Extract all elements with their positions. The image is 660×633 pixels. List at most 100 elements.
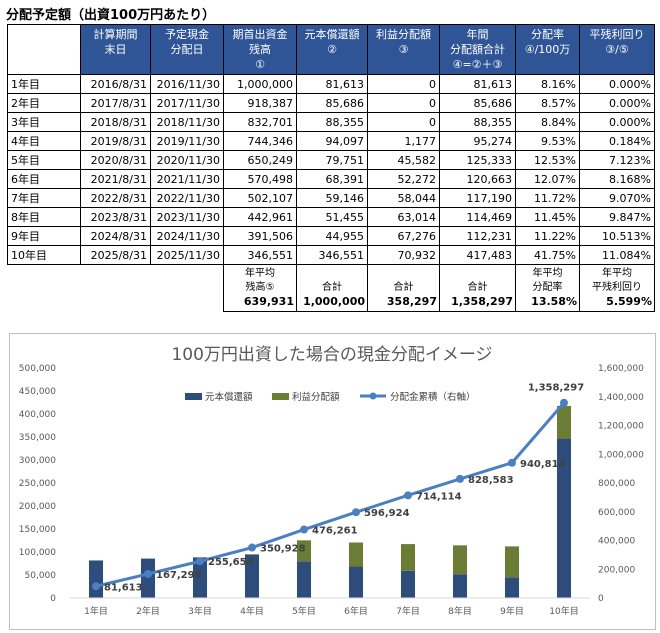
column-header-line: 分配額合計 <box>450 43 505 56</box>
table-cell: 10.513% <box>579 226 655 246</box>
table-cell: 41.75% <box>515 245 580 265</box>
column-header: 平残利回り ③/⑤ <box>579 24 655 75</box>
summary-cell: 年平均 分配率 13.58% <box>515 264 580 312</box>
table-cell: 0.184% <box>579 131 655 151</box>
y-right-tick-label: 1,400,000 <box>598 393 644 403</box>
bar-principal <box>504 577 520 598</box>
bar-profit <box>556 405 572 439</box>
table-cell: 346,551 <box>223 245 297 265</box>
table-cell: 9.070% <box>579 188 655 208</box>
table-cell: 744,346 <box>223 131 297 151</box>
cumulative-point <box>248 543 256 552</box>
table-cell: 2021/11/30 <box>150 169 224 189</box>
table-cell: 2019/11/30 <box>150 131 224 151</box>
column-header: 期首出資金 残高 ① <box>223 24 297 75</box>
column-header-line: ② <box>327 43 337 56</box>
x-tick-label: 8年目 <box>448 605 472 617</box>
table-cell: 12.53% <box>515 150 580 170</box>
table-cell: 346,551 <box>296 245 368 265</box>
table-cell: 8年目 <box>7 207 81 227</box>
summary-value: 13.58% <box>531 295 577 308</box>
table-cell: 114,469 <box>439 207 516 227</box>
summary-value: 1,358,297 <box>451 295 513 308</box>
table-cell: 2022/11/30 <box>150 188 224 208</box>
column-header: 元本償還額 ② <box>296 24 368 75</box>
bar-principal <box>400 570 416 598</box>
table-row: 9年目 2024/8/31 2024/11/30 391,506 44,955 67,27… <box>7 226 655 246</box>
y-left-tick-label: 500,000 <box>19 364 56 374</box>
summary-caption: 合計 <box>467 282 488 293</box>
column-header <box>7 24 81 75</box>
cumulative-data-label: 350,928 <box>260 544 306 555</box>
table-cell: 1,177 <box>367 131 440 151</box>
x-tick-label: 10年目 <box>549 605 578 617</box>
table-cell: 391,506 <box>223 226 297 246</box>
column-header: 分配率 ④/100万 <box>515 24 580 75</box>
y-right-tick-label: 1,200,000 <box>598 422 644 432</box>
chart-title: 100万円出資した場合の現金分配イメージ <box>171 345 492 365</box>
y-left-tick-label: 50,000 <box>25 571 57 581</box>
table-cell: 2025/8/31 <box>80 245 151 265</box>
column-header-line <box>369 57 438 72</box>
table-cell: 7年目 <box>7 188 81 208</box>
column-header-line: ④=②＋③ <box>452 58 503 71</box>
table-cell: 79,751 <box>296 150 368 170</box>
table-cell: 85,686 <box>439 93 516 113</box>
table-cell: 2017/11/30 <box>150 93 224 113</box>
cash-distribution-chart: 100万円出資した場合の現金分配イメージ 元本償還額 利益分配額 分配金累積（右軸） 0… <box>9 333 656 630</box>
table-cell: 2年目 <box>7 93 81 113</box>
table-cell: 70,932 <box>367 245 440 265</box>
cumulative-point <box>560 398 568 407</box>
summary-cell: 合計 1,358,297 <box>439 264 516 312</box>
x-tick-label: 4年目 <box>240 605 264 617</box>
bar-principal <box>244 554 260 598</box>
table-cell: 125,333 <box>439 150 516 170</box>
summary-value: 1,000,000 <box>303 295 365 308</box>
legend-label: 元本償還額 <box>205 391 253 403</box>
column-header-line <box>82 57 149 72</box>
summary-caption <box>299 267 365 281</box>
header-row: 計算期間 末日 予定現金 分配日 期首出資金 残高 ① 元本償還額 ② 利益分配額 ③ 年間 分配額合計… <box>7 24 655 75</box>
table-cell: 2020/11/30 <box>150 150 224 170</box>
cumulative-point <box>404 491 412 500</box>
page-title: 分配予定額（出資100万円あたり） <box>6 8 216 23</box>
table-cell: 2018/8/31 <box>80 112 151 132</box>
summary-row: 年平均 残高⑤ 639,931 合計 1,000,000 合計 358,297 合計 1,358… <box>8 264 655 312</box>
summary-caption: 平残利回り <box>592 282 642 293</box>
table-cell: 2022/8/31 <box>80 188 151 208</box>
column-header: 年間 分配額合計 ④=②＋③ <box>439 24 516 75</box>
table-cell: 52,272 <box>367 169 440 189</box>
column-header-line <box>517 57 578 72</box>
table-cell: 67,276 <box>367 226 440 246</box>
y-right-tick-label: 400,000 <box>598 537 635 547</box>
cumulative-data-label: 476,261 <box>312 526 358 537</box>
column-header-line: 残高 <box>249 43 271 56</box>
column-header-line <box>152 57 222 72</box>
summary-caption: 年平均 <box>245 268 275 279</box>
y-left-tick-label: 250,000 <box>19 479 56 489</box>
summary-caption: 合計 <box>393 282 414 293</box>
cumulative-point <box>352 508 360 517</box>
table-cell: 2016/8/31 <box>80 74 151 94</box>
y-left-tick-label: 150,000 <box>19 525 56 535</box>
table-cell: 88,355 <box>296 112 368 132</box>
table-cell: 45,582 <box>367 150 440 170</box>
x-tick-label: 2年目 <box>136 605 160 617</box>
table-cell: 117,190 <box>439 188 516 208</box>
cumulative-line <box>95 401 566 588</box>
table-cell: 502,107 <box>223 188 297 208</box>
table-cell: 918,387 <box>223 93 297 113</box>
table-cell: 8.57% <box>515 93 580 113</box>
table-row: 10年目 2025/8/31 2025/11/30 346,551 346,551 70,… <box>7 245 655 265</box>
x-tick-label: 6年目 <box>344 605 368 617</box>
table-cell: 570,498 <box>223 169 297 189</box>
cumulative-point <box>300 525 308 534</box>
summary-caption: 残高⑤ <box>245 282 275 293</box>
table-cell: 2021/8/31 <box>80 169 151 189</box>
y-left-tick-label: 200,000 <box>19 502 56 512</box>
table-cell: 832,701 <box>223 112 297 132</box>
x-tick-label: 1年目 <box>84 605 108 617</box>
y-right-tick-label: 1,000,000 <box>598 450 644 460</box>
table-cell: 11.22% <box>515 226 580 246</box>
table-row: 2年目 2017/8/31 2017/11/30 918,387 85,686 0 85,6… <box>7 93 655 113</box>
